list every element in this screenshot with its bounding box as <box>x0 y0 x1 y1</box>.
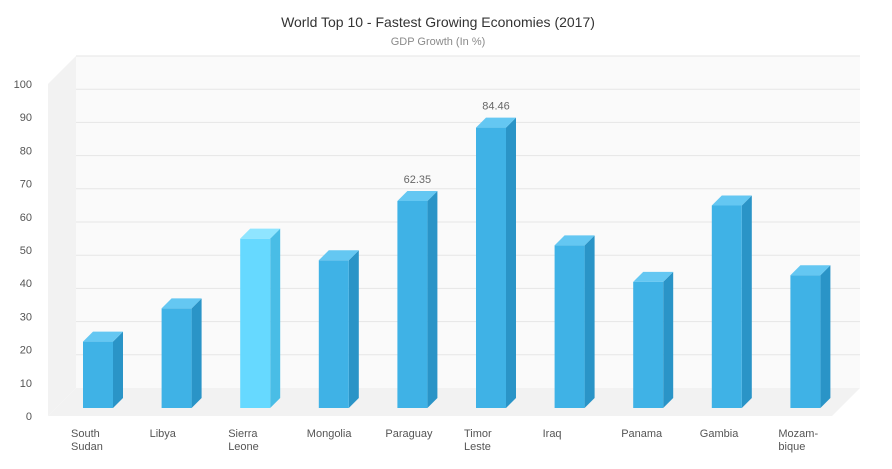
bars <box>83 117 831 408</box>
x-tick-label: Paraguay <box>385 428 433 440</box>
bar-top <box>83 331 123 342</box>
bar-front <box>633 281 664 408</box>
bar-side <box>191 298 202 408</box>
x-axis: South Sudan Libya Sierra Leone Mongolia Paragu… <box>71 428 818 453</box>
bar-top <box>633 271 674 282</box>
bar-front <box>554 245 585 408</box>
x-tick-label: Iraq <box>543 428 562 440</box>
x-tick-label: Panama <box>621 428 663 440</box>
x-tick-label: South Sudan <box>71 428 103 453</box>
bar <box>161 298 202 408</box>
bar <box>397 190 438 408</box>
y-tick-label: 40 <box>20 278 32 290</box>
x-tick-label: Timor Leste <box>464 428 492 453</box>
bar <box>633 271 674 408</box>
y-tick-label: 100 <box>14 79 32 91</box>
bar-side <box>270 228 281 408</box>
side-wall <box>48 56 76 416</box>
bar-side <box>506 117 516 408</box>
bar-front <box>318 260 349 408</box>
bar <box>711 195 752 408</box>
bar <box>476 117 516 408</box>
x-tick-label: Mozam-bique <box>778 428 818 453</box>
y-tick-label: 20 <box>20 345 32 357</box>
y-tick-label: 50 <box>20 245 32 257</box>
chart-subtitle: GDP Growth (In %) <box>391 36 486 48</box>
bar-front <box>161 308 192 408</box>
x-tick-label: Libya <box>150 428 177 440</box>
bar-top <box>161 298 202 309</box>
bar-side <box>820 265 831 408</box>
bar <box>83 331 123 408</box>
bar-front <box>240 238 271 408</box>
y-axis: 0 10 20 30 40 50 60 70 80 90 100 <box>14 79 32 423</box>
x-tick-label: Sierra Leone <box>228 428 259 453</box>
data-labels: 62.35 84.46 <box>404 101 510 186</box>
y-tick-label: 80 <box>20 145 32 157</box>
bar-top <box>711 195 752 206</box>
bar-top <box>476 117 516 128</box>
bar-front <box>790 275 821 408</box>
bar-top <box>240 228 281 239</box>
bar <box>790 265 831 408</box>
y-tick-label: 10 <box>20 378 32 390</box>
x-tick-label: Gambia <box>700 428 739 440</box>
bar-top <box>318 250 359 261</box>
y-tick-label: 60 <box>20 212 32 224</box>
bar-side <box>663 271 674 408</box>
bar-side <box>113 331 123 408</box>
bar-top <box>397 190 438 201</box>
y-tick-label: 30 <box>20 311 32 323</box>
bar-side <box>741 195 752 408</box>
bar-front <box>711 205 742 408</box>
bar-side <box>427 190 438 408</box>
bar-top <box>554 235 595 246</box>
bar-front <box>476 127 506 408</box>
y-tick-label: 90 <box>20 112 32 124</box>
data-label: 62.35 <box>404 174 432 186</box>
y-tick-label: 0 <box>26 411 32 423</box>
bar-front <box>83 341 113 408</box>
data-label: 84.46 <box>482 101 510 113</box>
bar <box>554 235 595 408</box>
bar <box>240 228 281 408</box>
chart-title: World Top 10 - Fastest Growing Economies… <box>281 14 595 30</box>
bar-side <box>348 250 359 408</box>
bar-side <box>584 235 595 408</box>
bar-top <box>790 265 831 276</box>
bar <box>318 250 359 408</box>
x-tick-label: Mongolia <box>307 428 353 440</box>
bar-front <box>397 200 428 408</box>
y-tick-label: 70 <box>20 179 32 191</box>
